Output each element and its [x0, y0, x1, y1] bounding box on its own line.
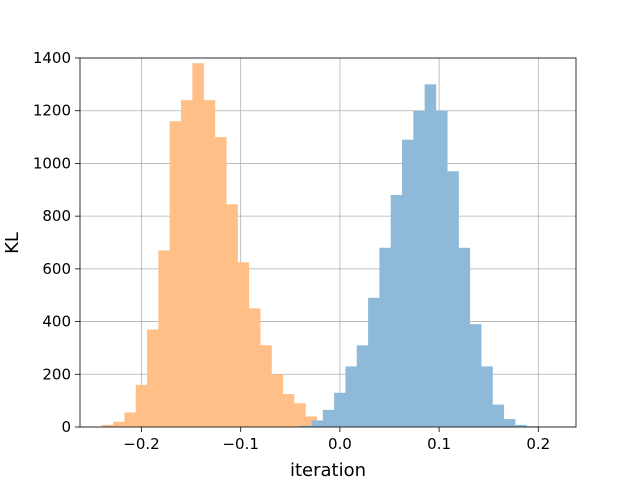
histogram-bar-series-1 [248, 308, 261, 427]
y-tick-label: 400 [42, 313, 71, 331]
bars [101, 63, 539, 428]
y-tick-label: 200 [42, 365, 71, 383]
x-axis-label: iteration [290, 460, 366, 480]
histogram-bar-series-2 [322, 409, 335, 427]
y-tick-label: 800 [42, 207, 71, 225]
histogram-bar-series-1 [237, 262, 250, 427]
y-tick-label: 0 [61, 418, 71, 436]
x-tick-label: −0.1 [222, 435, 258, 453]
histogram-bar-series-1 [226, 204, 238, 427]
histogram-bar-series-2 [515, 424, 527, 427]
histogram-bar-series-2 [424, 84, 437, 427]
histogram-bar-series-2 [481, 366, 493, 427]
histogram-bar-series-1 [101, 424, 114, 427]
y-axis-label: KL [2, 232, 23, 254]
x-tick-label: 0.2 [526, 435, 550, 453]
y-tick-label: 600 [42, 260, 71, 278]
histogram-bar-series-2 [390, 195, 403, 427]
x-axis-ticks: −0.2 −0.1 0.0 0.1 0.2 [123, 427, 550, 453]
histogram-bar-series-2 [469, 324, 482, 427]
histogram-bar-series-2 [447, 171, 459, 427]
histogram-bar-series-2 [402, 139, 414, 427]
y-axis-ticks: 0 200 400 600 800 1000 1200 1400 [33, 49, 80, 436]
histogram-bar-series-1 [147, 329, 159, 427]
x-tick-label: −0.2 [123, 435, 159, 453]
histogram-bar-series-1 [192, 63, 204, 428]
plot-frame [79, 57, 577, 428]
histogram-bar-series-1 [124, 412, 137, 427]
histogram-bar-series-2 [379, 247, 391, 427]
histogram-bar-series-1 [135, 384, 148, 427]
histogram-bar-series-2 [458, 247, 471, 427]
histogram-bar-series-2 [492, 404, 505, 427]
histogram-bar-series-2 [368, 297, 380, 427]
histogram-bar-series-2 [345, 366, 358, 427]
histogram-bar-series-2 [356, 345, 369, 427]
y-tick-label: 1200 [33, 102, 71, 120]
y-tick-label: 1400 [33, 49, 71, 67]
histogram-bar-series-2 [413, 110, 425, 427]
histogram-bar-series-2 [503, 419, 516, 427]
histogram-bar-series-1 [169, 121, 182, 427]
histogram-bar-series-1 [282, 394, 295, 427]
histogram-bar-series-1 [158, 250, 170, 427]
histogram-bar-series-1 [180, 100, 193, 428]
y-tick-label: 1000 [33, 154, 71, 172]
histogram-bar-series-1 [214, 137, 227, 428]
histogram-bar-series-1 [271, 374, 284, 427]
histogram-bar-series-1 [305, 416, 317, 427]
histogram-bar-series-1 [260, 345, 272, 427]
histogram-bar-series-1 [203, 100, 216, 428]
histogram-bar-series-2 [311, 420, 324, 427]
histogram-bar-series-1 [113, 421, 125, 427]
histogram-bar-series-2 [334, 392, 346, 427]
histogram-bar-series-1 [294, 403, 306, 427]
histogram-bar-series-2 [300, 425, 312, 427]
x-tick-label: 0.0 [328, 435, 352, 453]
x-tick-label: 0.1 [427, 435, 451, 453]
histogram-bar-series-2 [435, 110, 448, 427]
